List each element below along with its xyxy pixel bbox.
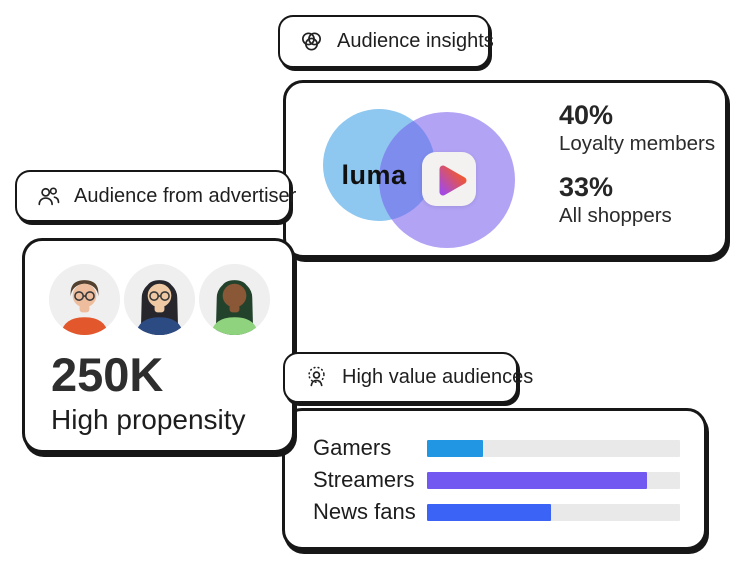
bar-track — [427, 503, 680, 521]
audience-count-label: High propensity — [51, 404, 246, 435]
stat-label: Loyalty members — [559, 131, 716, 155]
venn-diagram: luma — [286, 83, 731, 261]
stat-all-shoppers: 33% All shoppers — [559, 173, 715, 229]
audience-insights-chip: Audience insights — [278, 15, 494, 68]
avatar — [124, 264, 195, 335]
bar-track — [427, 471, 680, 489]
bar-track — [427, 439, 680, 457]
bar-label: News fans — [313, 499, 416, 524]
bar-label: Streamers — [313, 467, 415, 492]
bar-fill — [427, 471, 648, 489]
audience-insights-card: luma 40% Loyalty members — [283, 80, 728, 258]
venn-stats: 40% Loyalty members 33% All shoppers — [559, 100, 716, 230]
bar-fill — [427, 503, 551, 521]
stat-label: All shoppers — [559, 204, 672, 228]
audience-from-advertiser-chip: Audience from advertiser — [15, 170, 296, 222]
chip-label: Audience insights — [337, 30, 494, 52]
avatar — [199, 264, 270, 335]
chip-label: High value audiences — [342, 366, 534, 388]
luma-brand-label: luma — [341, 160, 407, 190]
person-target-icon — [303, 364, 330, 391]
stat-value: 40% — [559, 100, 614, 130]
audience-from-advertiser-card: 250K High propensity — [22, 238, 295, 453]
stat-loyalty-members: 40% Loyalty members — [559, 100, 716, 157]
bar-label: Gamers — [313, 435, 392, 460]
stat-value: 33% — [559, 172, 614, 203]
high-value-audiences-chip: High value audiences — [283, 352, 533, 403]
avatar — [49, 264, 120, 335]
audience-count: 250K — [51, 348, 164, 401]
play-icon — [439, 165, 467, 196]
chip-label: Audience from advertiser — [74, 184, 297, 207]
people-icon — [35, 183, 62, 210]
play-logo — [422, 152, 476, 206]
bar-fill — [427, 439, 483, 457]
avatar-group — [49, 264, 270, 335]
bar-row: Gamers — [313, 435, 680, 461]
bar-row: News fans — [313, 499, 680, 525]
venn-circles-icon — [298, 28, 325, 55]
high-value-audiences-card: Gamers Streamers News fans — [282, 408, 707, 550]
bar-row: Streamers — [313, 467, 680, 493]
